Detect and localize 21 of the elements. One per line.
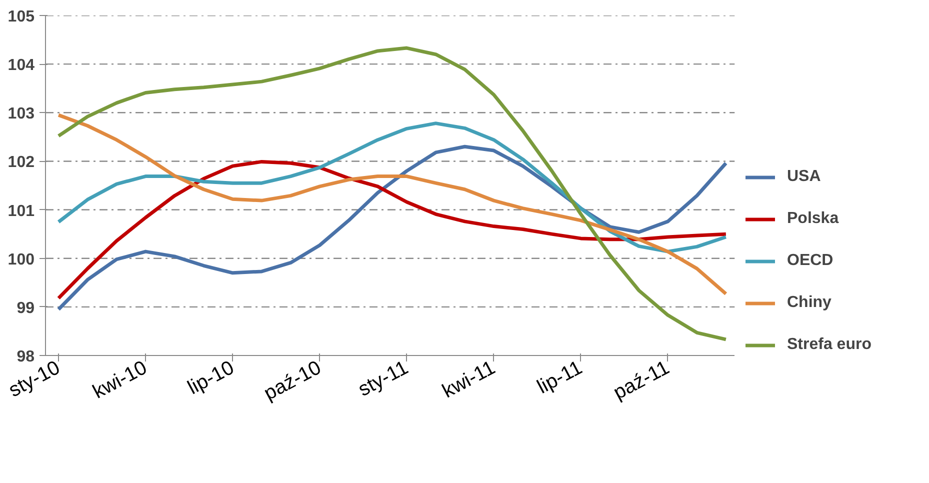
x-tick-label: lip-10 xyxy=(184,356,238,400)
legend-label: Polska xyxy=(787,210,839,228)
line-series xyxy=(56,160,728,300)
legend-label: OECD xyxy=(787,252,834,270)
y-tick-label: 105 xyxy=(8,8,35,26)
y-tick-label: 102 xyxy=(8,154,35,172)
y-tick-label: 104 xyxy=(8,57,35,74)
y-tick-label: 98 xyxy=(16,348,35,366)
y-tick-label: 101 xyxy=(8,202,35,220)
line-series xyxy=(56,122,728,254)
line-series xyxy=(56,113,728,296)
x-tick-label: sty-11 xyxy=(354,356,412,402)
y-tick-label: 99 xyxy=(16,300,35,317)
y-tick-label: 103 xyxy=(8,106,35,123)
legend-label: USA xyxy=(787,168,821,186)
legend-label: Chiny xyxy=(787,294,832,312)
y-tick-label: 100 xyxy=(8,251,35,268)
line-series xyxy=(56,46,728,342)
legend-label: Strefa euro xyxy=(787,336,872,354)
line-series xyxy=(56,144,728,312)
x-tick-label: lip-11 xyxy=(534,356,586,398)
